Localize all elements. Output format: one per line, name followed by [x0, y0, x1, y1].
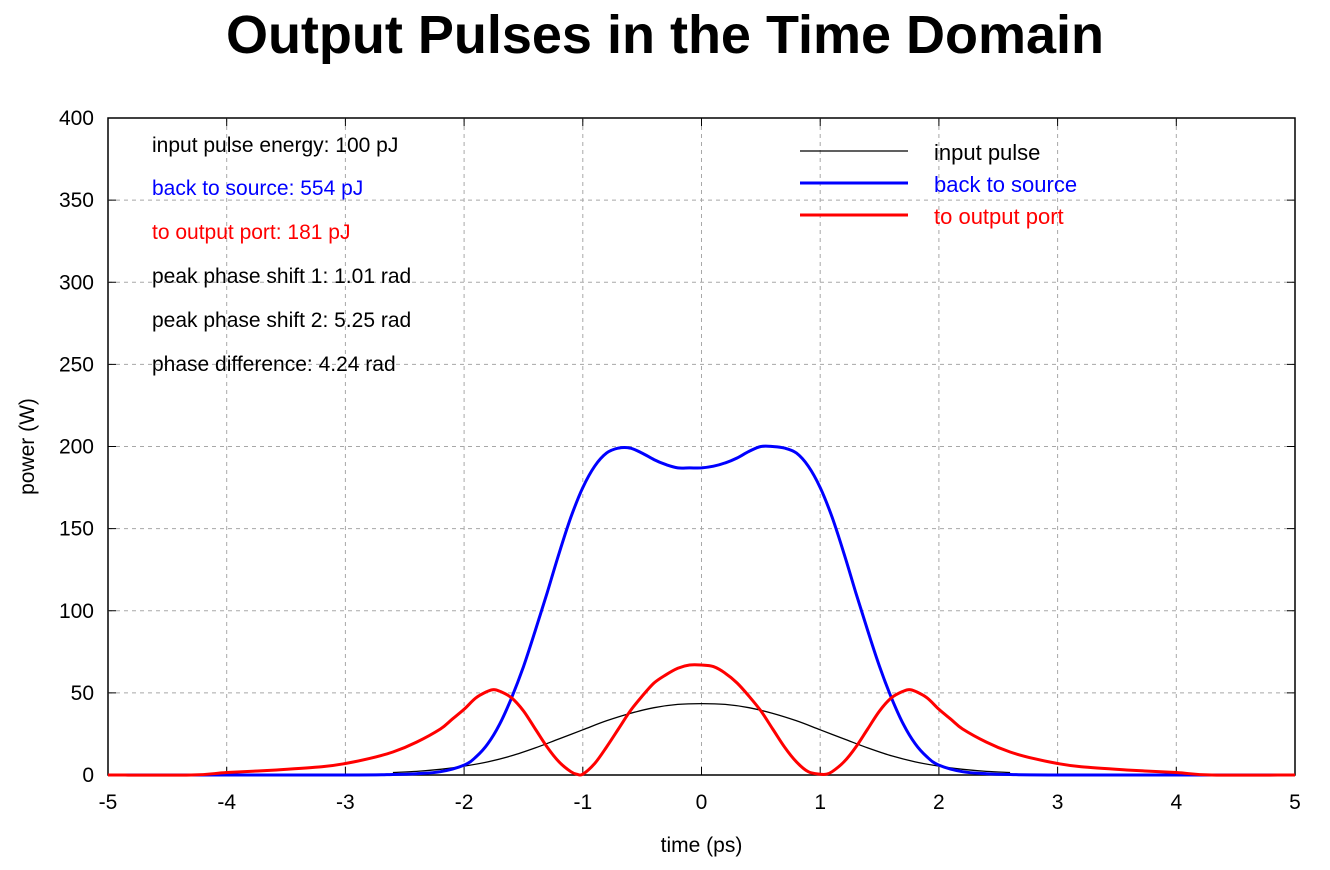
x-axis-label: time (ps): [661, 834, 743, 857]
annotation-line: to output port: 181 pJ: [152, 221, 350, 244]
y-tick-label: 100: [59, 600, 94, 623]
series-line-to-output-port: [107, 663, 1296, 777]
annotation-line: phase difference: 4.24 rad: [152, 353, 396, 376]
annotation-line: input pulse energy: 100 pJ: [152, 134, 398, 157]
chart-title: Output Pulses in the Time Domain: [225, 5, 1105, 65]
y-tick-label: 200: [59, 436, 94, 459]
x-tick-label: -3: [336, 791, 355, 814]
x-tick-label: -1: [573, 791, 592, 814]
y-tick-label: 400: [59, 107, 94, 130]
annotation-line: peak phase shift 1: 1.01 rad: [152, 265, 411, 288]
x-tick-label: -2: [455, 791, 474, 814]
grid: [108, 118, 1295, 775]
x-tick-label: -4: [217, 791, 236, 814]
x-tick-label: 4: [1170, 791, 1182, 814]
series-line-back-to-source: [107, 444, 1296, 777]
y-tick-label: 150: [59, 518, 94, 541]
x-tick-label: -5: [99, 791, 118, 814]
y-tick-label: 250: [59, 353, 94, 376]
y-axis-label: power (W): [16, 398, 39, 495]
annotation-line: back to source: 554 pJ: [152, 177, 363, 200]
legend-label: back to source: [934, 172, 1077, 197]
annotations: input pulse energy: 100 pJ back to source…: [152, 134, 411, 376]
y-tick-label: 350: [59, 189, 94, 212]
series-line-input-pulse: [392, 702, 1011, 774]
annotation-line: peak phase shift 2: 5.25 rad: [152, 309, 411, 332]
legend-label: input pulse: [934, 140, 1040, 165]
series-group: [107, 444, 1296, 777]
y-tick-label: 50: [71, 682, 94, 705]
legend: input pulse back to source to output port: [800, 140, 1077, 229]
x-tick-label: 0: [696, 791, 708, 814]
x-tick-label: 1: [814, 791, 826, 814]
legend-label: to output port: [934, 204, 1064, 229]
y-tick-label: 300: [59, 271, 94, 294]
x-tick-label: 3: [1052, 791, 1064, 814]
y-tick-label: 0: [82, 764, 94, 787]
x-tick-label: 2: [933, 791, 945, 814]
x-tick-label: 5: [1289, 791, 1301, 814]
